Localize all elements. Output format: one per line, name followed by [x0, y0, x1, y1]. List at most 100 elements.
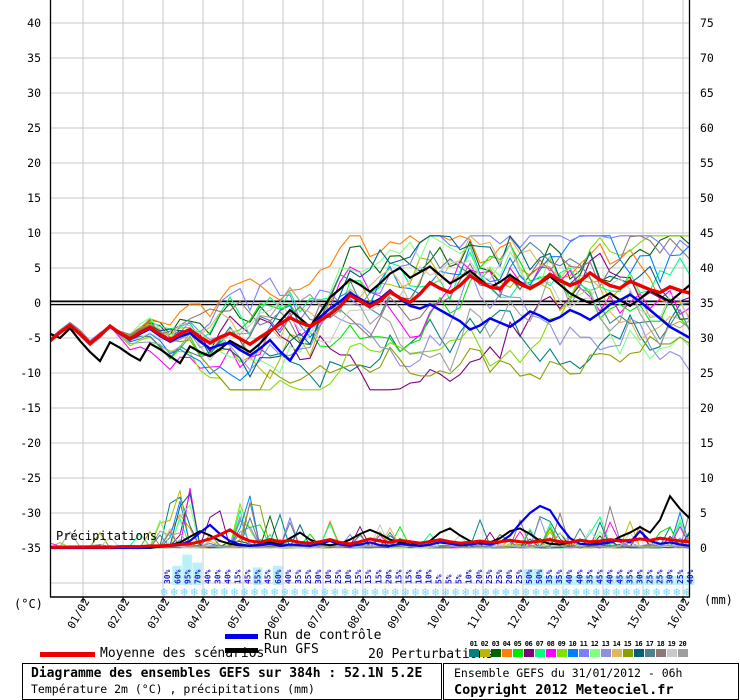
- svg-text:❄: ❄: [613, 585, 620, 599]
- svg-text:❄: ❄: [261, 585, 268, 599]
- svg-text:10: 10: [27, 226, 41, 240]
- perturbation-number: 14: [612, 640, 621, 648]
- perturbation-swatch: [567, 649, 578, 657]
- svg-text:❄: ❄: [181, 585, 188, 599]
- control-legend-label: Run de contrôle: [264, 628, 382, 643]
- svg-text:15%: 15%: [234, 569, 243, 584]
- svg-text:❄: ❄: [372, 585, 379, 599]
- svg-text:❄: ❄: [512, 585, 519, 599]
- chart-subtitle: Température 2m (°C) , précipitations (mm…: [31, 682, 315, 696]
- svg-text:13/02: 13/02: [545, 596, 573, 631]
- svg-text:15: 15: [700, 436, 714, 450]
- run-info: Ensemble GEFS du 31/01/2012 - 06h: [454, 666, 683, 680]
- perturbation-swatch: [611, 649, 622, 657]
- svg-text:40: 40: [27, 16, 41, 30]
- svg-text:15%: 15%: [364, 569, 373, 584]
- svg-text:15%: 15%: [394, 569, 403, 584]
- svg-text:14/02: 14/02: [585, 596, 613, 631]
- svg-text:❄: ❄: [301, 585, 308, 599]
- svg-text:❄: ❄: [291, 585, 298, 599]
- svg-text:35%: 35%: [585, 569, 594, 584]
- svg-text:25%: 25%: [304, 569, 313, 584]
- svg-text:05/02: 05/02: [225, 596, 253, 631]
- copyright: Copyright 2012 Meteociel.fr: [454, 682, 674, 698]
- svg-text:55: 55: [700, 156, 714, 170]
- svg-text:25%: 25%: [646, 569, 655, 584]
- perturbation-legend-item: 20: [677, 640, 688, 657]
- svg-text:(mm): (mm): [704, 593, 733, 607]
- svg-text:❄: ❄: [542, 585, 549, 599]
- perturbation-number: 12: [590, 640, 599, 648]
- svg-text:09/02: 09/02: [385, 596, 413, 631]
- svg-text:10%: 10%: [414, 569, 423, 584]
- perturbation-number: 01: [469, 640, 478, 648]
- svg-text:65: 65: [700, 86, 714, 100]
- svg-text:25%: 25%: [676, 569, 685, 584]
- svg-text:30%: 30%: [636, 569, 645, 584]
- svg-text:45%: 45%: [244, 569, 253, 584]
- perturbation-number: 08: [546, 640, 555, 648]
- series-lines: [50, 234, 690, 550]
- perturbation-number: 15: [623, 640, 632, 648]
- perturbation-legend-item: 06: [523, 640, 534, 657]
- svg-text:❄: ❄: [583, 585, 590, 599]
- perturbation-swatch: [600, 649, 611, 657]
- perturbation-legend-item: 05: [512, 640, 523, 657]
- svg-text:❄: ❄: [412, 585, 419, 599]
- perturbation-legend-item: 12: [589, 640, 600, 657]
- svg-text:5: 5: [34, 261, 41, 275]
- perturbation-swatch: [666, 649, 677, 657]
- svg-text:❄: ❄: [482, 585, 489, 599]
- svg-text:20%: 20%: [505, 569, 514, 584]
- svg-text:15%: 15%: [404, 569, 413, 584]
- svg-text:01/02: 01/02: [65, 596, 93, 631]
- svg-text:02/02: 02/02: [105, 596, 133, 631]
- svg-text:95%: 95%: [183, 569, 192, 584]
- svg-text:45%: 45%: [264, 569, 273, 584]
- svg-text:-30: -30: [20, 506, 41, 520]
- svg-text:35: 35: [27, 51, 41, 65]
- svg-text:❄: ❄: [211, 585, 218, 599]
- svg-text:40%: 40%: [284, 569, 293, 584]
- svg-text:30: 30: [27, 86, 41, 100]
- perturbation-swatch: [578, 649, 589, 657]
- svg-text:❄: ❄: [341, 585, 348, 599]
- svg-text:❄: ❄: [532, 585, 539, 599]
- svg-text:20%: 20%: [475, 569, 484, 584]
- ensemble-chart: ❄ ❄ ❄ ❄ ❄ ❄ ❄ ❄ ❄ ❄ ❄ ❄ ❄ ❄ ❄ ❄ ❄ ❄ ❄ ❄ ❄ ❄ ❄ ❄ ❄ ❄ ❄ ❄ ❄ ❄ ❄ ❄ ❄ ❄ ❄ ❄ ❄ ❄ ❄ ❄…: [14, 0, 733, 631]
- perturbation-number: 11: [579, 640, 588, 648]
- perturbation-legend-item: 04: [501, 640, 512, 657]
- svg-text:-35: -35: [20, 541, 41, 555]
- svg-text:55%: 55%: [254, 569, 263, 584]
- svg-text:70: 70: [700, 51, 714, 65]
- svg-text:❄: ❄: [522, 585, 529, 599]
- svg-text:❄: ❄: [191, 585, 198, 599]
- run-info-box: Ensemble GEFS du 31/01/2012 - 06h Copyri…: [443, 663, 739, 700]
- svg-text:30%: 30%: [213, 569, 222, 584]
- svg-text:35%: 35%: [545, 569, 554, 584]
- svg-text:30%: 30%: [163, 569, 172, 584]
- svg-text:❄: ❄: [442, 585, 449, 599]
- perturbation-legend-item: 15: [622, 640, 633, 657]
- svg-text:❄: ❄: [683, 585, 690, 599]
- svg-text:❄: ❄: [492, 585, 499, 599]
- perturbation-legend-item: 07: [534, 640, 545, 657]
- svg-text:❄: ❄: [593, 585, 600, 599]
- svg-text:35%: 35%: [294, 569, 303, 584]
- perturbation-swatch: [512, 649, 523, 657]
- perturbation-legend-item: 16: [633, 640, 644, 657]
- svg-text:40%: 40%: [203, 569, 212, 584]
- svg-text:❄: ❄: [573, 585, 580, 599]
- svg-text:06/02: 06/02: [265, 596, 293, 631]
- svg-text:35%: 35%: [626, 569, 635, 584]
- svg-text:35%: 35%: [555, 569, 564, 584]
- perturbation-swatch: [468, 649, 479, 657]
- svg-text:(°C): (°C): [14, 597, 43, 611]
- perturbation-swatch: [589, 649, 600, 657]
- svg-text:03/02: 03/02: [145, 596, 173, 631]
- perturbation-legend-item: 17: [644, 640, 655, 657]
- perturbation-legend-item: 10: [567, 640, 578, 657]
- perturbation-number: 03: [491, 640, 500, 648]
- svg-text:08/02: 08/02: [345, 596, 373, 631]
- perturbation-swatch: [479, 649, 490, 657]
